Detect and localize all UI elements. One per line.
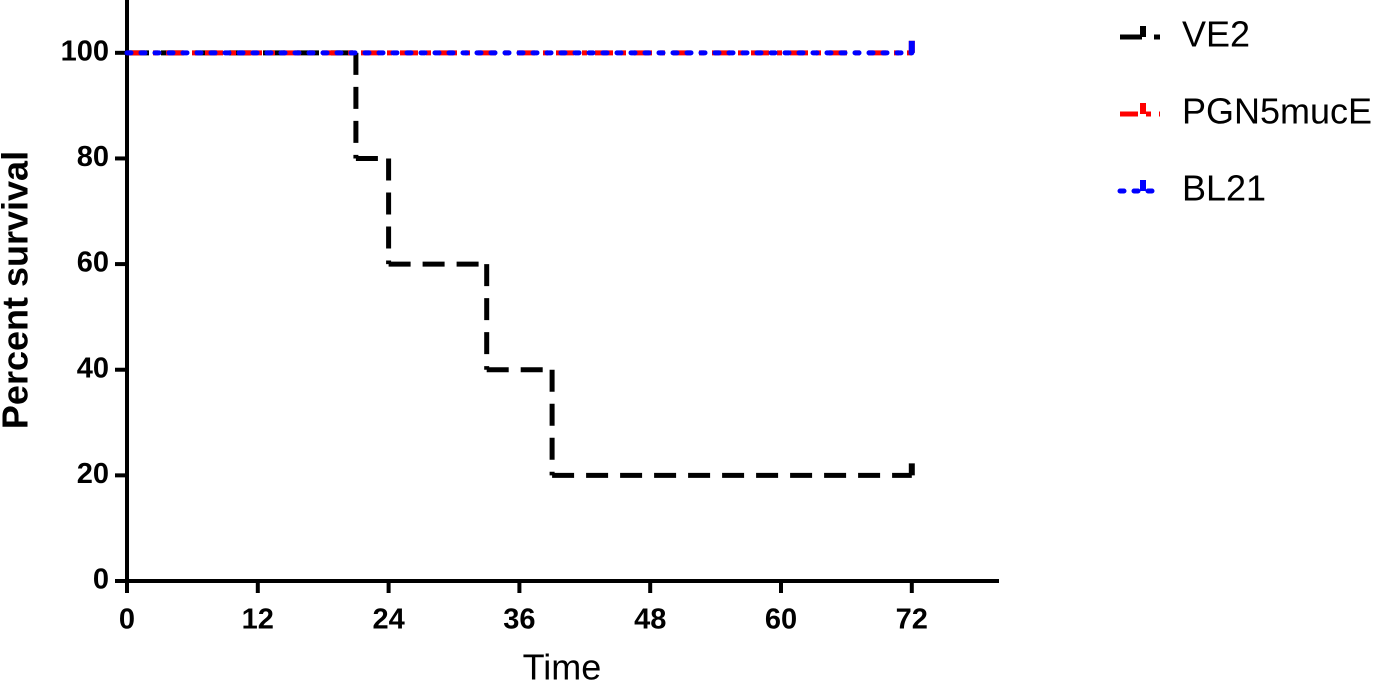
y-tick-label: 40: [77, 352, 109, 384]
y-tick-label: 0: [93, 564, 109, 596]
x-tick-label: 72: [896, 604, 928, 636]
y-tick-label: 100: [61, 35, 109, 67]
y-tick-label: 60: [77, 247, 109, 279]
x-tick-label: 60: [765, 604, 797, 636]
legend-label: VE2: [1182, 14, 1250, 55]
x-axis-title: Time: [523, 647, 602, 687]
legend-label: BL21: [1182, 168, 1266, 209]
y-axis-title: Percent survival: [0, 151, 36, 429]
y-tick-label: 80: [77, 141, 109, 173]
legend-label: PGN5mucE: [1182, 91, 1372, 132]
x-tick-label: 48: [634, 604, 666, 636]
x-tick-label: 0: [119, 604, 135, 636]
x-tick-label: 24: [372, 604, 404, 636]
x-tick-label: 36: [503, 604, 535, 636]
x-tick-label: 12: [242, 604, 274, 636]
y-tick-label: 20: [77, 458, 109, 490]
